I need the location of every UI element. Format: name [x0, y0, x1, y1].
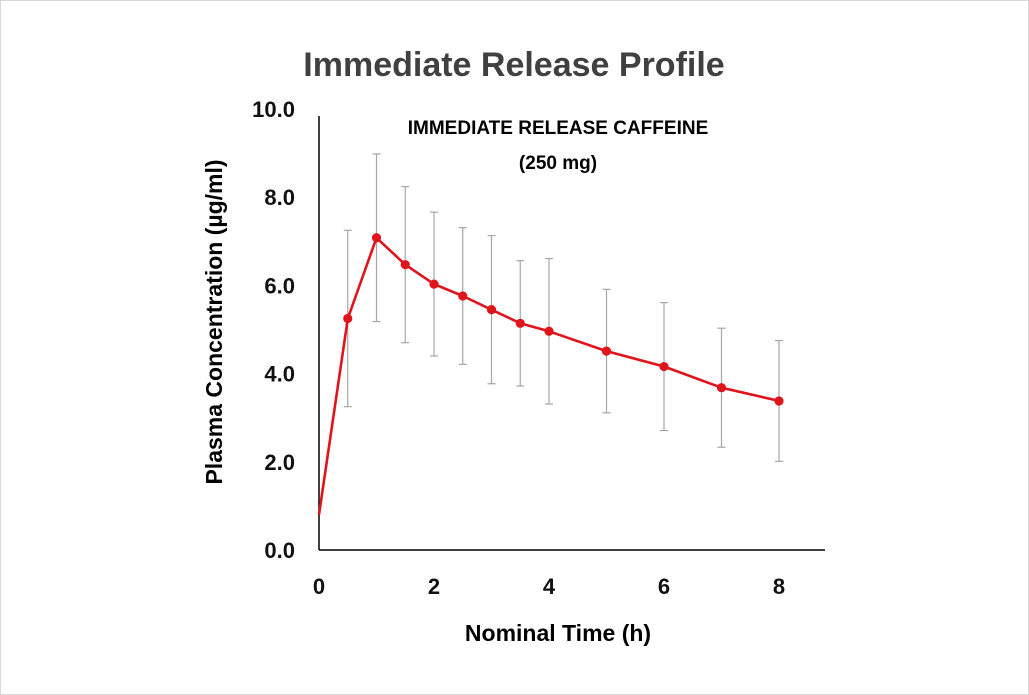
tick-labels: 0.0 2.0 4.0 6.0 8.0 10.0 0 2 4 6 8: [252, 97, 785, 599]
data-point: [544, 326, 554, 336]
data-point: [458, 291, 468, 301]
data-point: [659, 361, 669, 372]
y-tick-label: 0.0: [264, 538, 295, 563]
data-point: [601, 346, 612, 356]
x-tick-label: 2: [428, 574, 440, 599]
data-point: [343, 313, 353, 324]
y-tick-label: 4.0: [264, 362, 295, 387]
x-tick-label: 0: [313, 574, 325, 599]
data-point: [515, 318, 525, 328]
y-axis-label: Plasma Concentration (µg/ml): [201, 159, 227, 484]
x-tick-label: 4: [543, 574, 556, 599]
data-point: [486, 305, 497, 315]
y-tick-label: 8.0: [264, 185, 295, 210]
annotation-line-2: (250 mg): [519, 153, 597, 174]
chart-title: Immediate Release Profile: [303, 46, 724, 84]
data-point: [774, 396, 784, 406]
x-tick-label: 8: [773, 574, 785, 599]
annotation-line-1: IMMEDIATE RELEASE CAFFEINE: [408, 118, 709, 139]
error-bars: [343, 153, 783, 462]
data-point: [400, 260, 410, 270]
y-tick-label: 6.0: [264, 273, 295, 298]
data-point: [716, 383, 727, 393]
x-axis-label: Nominal Time (h): [465, 620, 651, 646]
y-tick-label: 2.0: [264, 450, 295, 475]
data-point: [371, 233, 382, 243]
data-points: [343, 233, 784, 406]
x-tick-label: 6: [658, 574, 670, 599]
data-point: [429, 279, 439, 289]
y-tick-label: 10.0: [252, 97, 295, 122]
